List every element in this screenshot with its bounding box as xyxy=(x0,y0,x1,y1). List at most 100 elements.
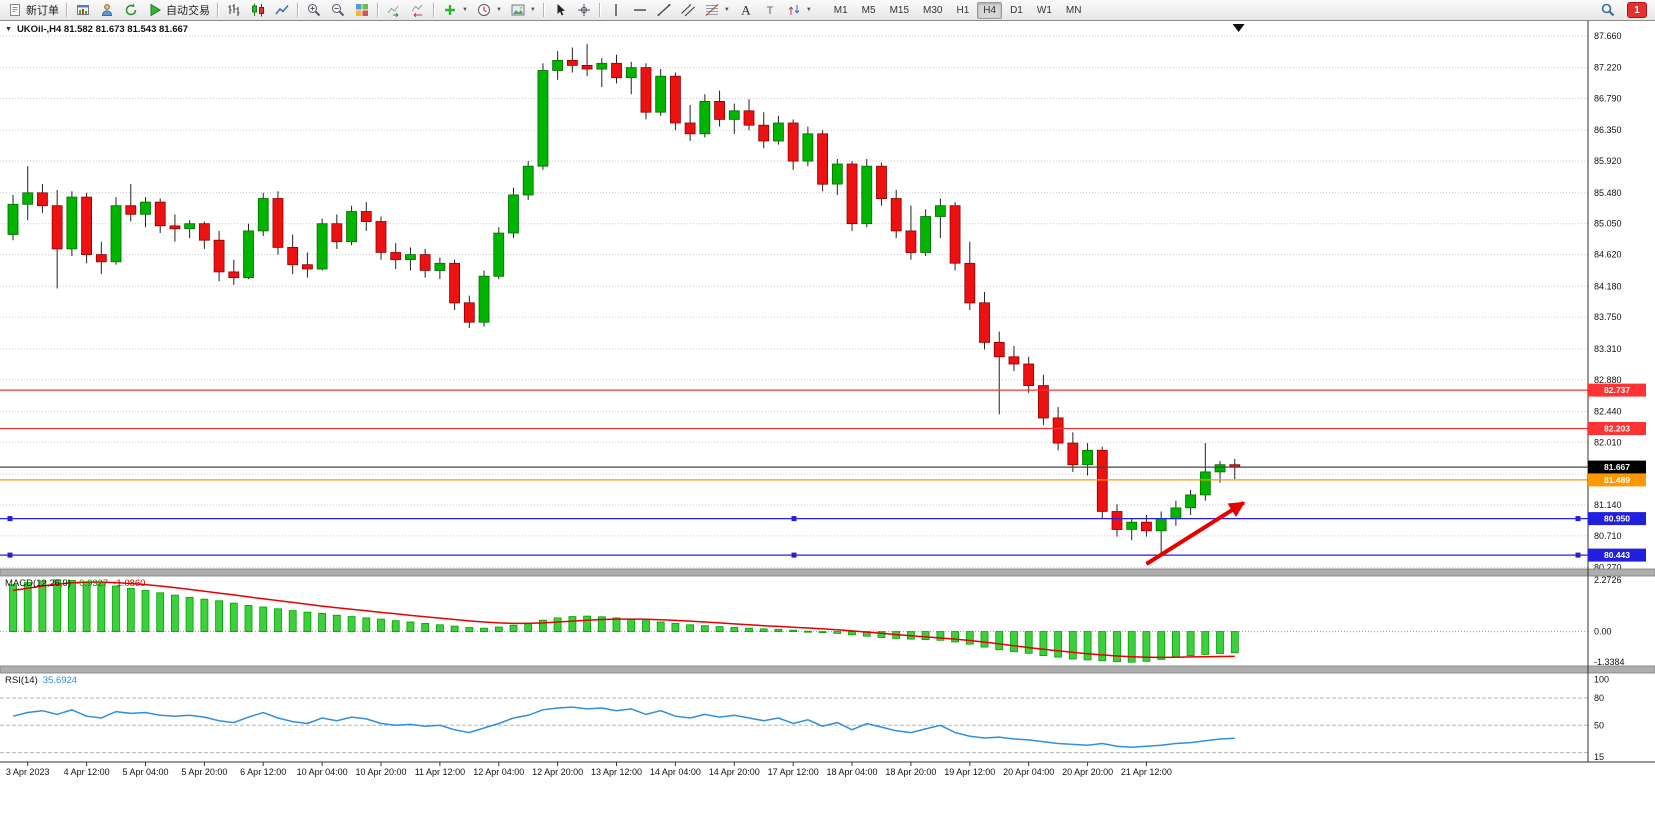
svg-text:82.737: 82.737 xyxy=(1604,385,1630,395)
macd-pane: 2.2726 0.00 -1.3384 xyxy=(0,575,1625,667)
pane-divider[interactable] xyxy=(0,568,1655,577)
pane-divider[interactable] xyxy=(0,665,1655,674)
support-line-lower[interactable] xyxy=(0,552,1588,558)
resistance-line-upper-tag: 82.737 xyxy=(1588,383,1646,397)
auto-scroll-button[interactable] xyxy=(382,0,406,21)
rsi-name: RSI(14) xyxy=(5,675,38,686)
svg-text:14 Apr 04:00: 14 Apr 04:00 xyxy=(650,767,701,777)
svg-text:86.350: 86.350 xyxy=(1594,125,1622,135)
svg-text:80.710: 80.710 xyxy=(1594,531,1622,541)
timeframe-group: M1 M5 M15 M30 H1 H4 D1 W1 MN xyxy=(828,1,1088,19)
chart-canvas[interactable]: 87.660 87.220 86.790 86.350 85.920 85.480 85.0… xyxy=(0,21,1655,824)
timeframe-w1[interactable]: W1 xyxy=(1036,4,1052,16)
svg-text:-1.3384: -1.3384 xyxy=(1594,657,1625,667)
cursor-tool-button[interactable] xyxy=(548,0,572,21)
timeframe-m1[interactable]: M1 xyxy=(833,4,848,16)
auto-trading-button[interactable]: 自动交易 xyxy=(143,0,214,21)
svg-text:81.667: 81.667 xyxy=(1604,462,1630,472)
horizontal-line-tool-button[interactable] xyxy=(628,0,652,21)
channel-tool-button[interactable] xyxy=(676,0,700,21)
text-tool-button[interactable]: A xyxy=(734,0,758,21)
timeframe-m30[interactable]: M30 xyxy=(923,4,943,16)
bar-chart-button[interactable] xyxy=(222,0,246,21)
refresh-button[interactable] xyxy=(119,0,143,21)
svg-text:13 Apr 12:00: 13 Apr 12:00 xyxy=(591,767,642,777)
add-indicator-button[interactable]: ▼ xyxy=(438,0,472,21)
profiles-button[interactable] xyxy=(95,0,119,21)
svg-text:85.050: 85.050 xyxy=(1594,219,1622,229)
vertical-line-tool-button[interactable] xyxy=(604,0,628,21)
svg-text:17 Apr 12:00: 17 Apr 12:00 xyxy=(768,767,819,777)
zoom-in-button[interactable] xyxy=(302,0,326,21)
search-button[interactable] xyxy=(1596,0,1620,21)
svg-text:85.920: 85.920 xyxy=(1594,156,1622,166)
trendline-tool-button[interactable] xyxy=(652,0,676,21)
dropdown-caret-icon[interactable]: ▼ xyxy=(495,7,502,13)
svg-text:80.443: 80.443 xyxy=(1604,550,1630,560)
crosshair-tool-button[interactable] xyxy=(572,0,596,21)
svg-text:10 Apr 20:00: 10 Apr 20:00 xyxy=(355,767,406,777)
svg-text:87.220: 87.220 xyxy=(1594,63,1622,73)
svg-text:80: 80 xyxy=(1594,693,1604,703)
toolbar-separator xyxy=(542,3,545,17)
fibonacci-tool-button[interactable]: ▼ xyxy=(700,0,734,21)
svg-text:50: 50 xyxy=(1594,720,1604,730)
new-chart-button[interactable] xyxy=(71,0,95,21)
candlestick-chart-button[interactable] xyxy=(246,0,270,21)
svg-text:5 Apr 04:00: 5 Apr 04:00 xyxy=(122,767,168,777)
level-line-orange-tag: 81.489 xyxy=(1588,473,1646,487)
template-menu-button[interactable]: ▼ xyxy=(506,0,540,21)
timeframe-h1[interactable]: H1 xyxy=(956,4,970,16)
dropdown-caret-icon[interactable]: ▼ xyxy=(462,7,468,13)
timeframe-h4[interactable]: H4 xyxy=(977,1,1003,19)
timeframe-m15[interactable]: M15 xyxy=(889,4,910,16)
chart-shift-button[interactable] xyxy=(406,0,430,21)
svg-text:3 Apr 2023: 3 Apr 2023 xyxy=(6,767,50,777)
line-chart-button[interactable] xyxy=(270,0,294,21)
timeframe-mn[interactable]: MN xyxy=(1065,4,1082,16)
new-order-button-label: 新订单 xyxy=(26,5,59,17)
zoomin-icon xyxy=(308,4,321,17)
crosshair-icon xyxy=(577,4,590,16)
svg-text:87.660: 87.660 xyxy=(1594,31,1622,41)
trend-arrow[interactable] xyxy=(1145,501,1246,566)
textA-icon: A xyxy=(741,3,751,18)
notification-badge[interactable]: 1 xyxy=(1627,2,1647,18)
support-line-upper[interactable] xyxy=(0,516,1588,522)
tile-windows-button[interactable] xyxy=(350,0,374,21)
new-order-button[interactable]: 新订单 xyxy=(3,0,63,21)
chart-area[interactable]: 87.660 87.220 86.790 86.350 85.920 85.480 85.0… xyxy=(0,21,1655,824)
zoom-out-button[interactable] xyxy=(326,0,350,21)
auto-trading-button-label: 自动交易 xyxy=(166,5,210,17)
timeframe-d1[interactable]: D1 xyxy=(1010,4,1023,16)
dropdown-caret-icon[interactable]: ▼ xyxy=(805,7,812,13)
dropdown-caret-icon[interactable]: ▼ xyxy=(723,7,730,13)
toolbar-separator xyxy=(217,3,219,17)
svg-text:20 Apr 04:00: 20 Apr 04:00 xyxy=(1003,767,1054,777)
dropdown-caret-icon[interactable]: ▼ xyxy=(529,7,536,13)
svg-text:81.140: 81.140 xyxy=(1594,500,1622,510)
time-axis[interactable]: 3 Apr 2023 4 Apr 12:00 5 Apr 04:00 5 Apr 20… xyxy=(0,761,1655,777)
svg-text:18 Apr 04:00: 18 Apr 04:00 xyxy=(826,767,877,777)
chart-shift-marker[interactable] xyxy=(1232,24,1245,32)
refresh-icon xyxy=(125,3,137,16)
page-icon xyxy=(10,4,20,16)
labelT-icon: T xyxy=(766,5,773,17)
template-icon xyxy=(511,4,525,16)
svg-text:100: 100 xyxy=(1594,675,1609,685)
svg-text:15: 15 xyxy=(1594,752,1604,762)
chart-expand-icon[interactable]: ▼ xyxy=(5,26,12,33)
support-line-lower-tag: 80.443 xyxy=(1588,548,1646,562)
period-menu-button[interactable]: ▼ xyxy=(472,0,506,21)
play-icon xyxy=(150,3,161,17)
arrows-tool-button[interactable]: ▼ xyxy=(782,0,816,21)
timeframe-m5[interactable]: M5 xyxy=(861,4,876,16)
channel-icon xyxy=(680,4,695,17)
toolbar-separator xyxy=(297,3,299,17)
svg-text:T: T xyxy=(766,5,773,17)
svg-text:21 Apr 12:00: 21 Apr 12:00 xyxy=(1121,767,1172,777)
hline-icon xyxy=(633,9,646,11)
svg-text:83.310: 83.310 xyxy=(1594,344,1622,354)
label-tool-button[interactable]: T xyxy=(758,0,782,21)
svg-text:19 Apr 12:00: 19 Apr 12:00 xyxy=(944,767,995,777)
